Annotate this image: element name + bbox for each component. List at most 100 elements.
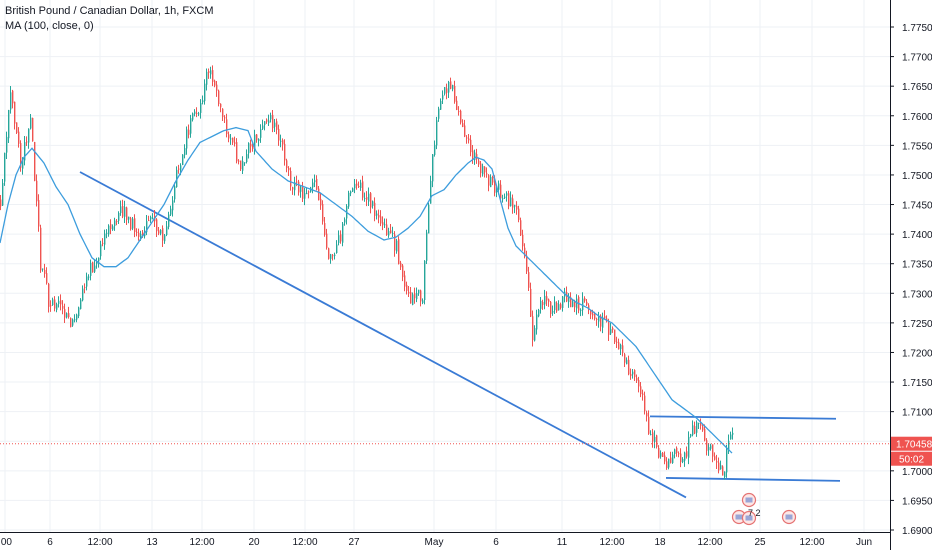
candle-body (302, 185, 304, 199)
candle-body (258, 138, 260, 142)
candle-body (616, 341, 618, 343)
x-tick-label: 11 (557, 537, 568, 548)
candle-body (632, 371, 634, 375)
candle-body (134, 218, 136, 233)
x-tick-label: May (425, 537, 444, 548)
candle-body (434, 144, 436, 155)
candle-body (24, 142, 26, 161)
candle-body (240, 160, 242, 170)
candle-body (320, 198, 322, 206)
candle-body (242, 161, 244, 171)
candle-body (286, 160, 288, 169)
candle-body (338, 235, 340, 243)
candle-body (82, 288, 84, 301)
candle-body (582, 298, 584, 311)
candle-body (656, 435, 658, 447)
candle-body (542, 301, 544, 305)
candle-body (34, 142, 36, 181)
candle-body (628, 359, 630, 375)
candle-body (644, 395, 646, 412)
y-tick-label: 1.75000 (902, 171, 932, 182)
candle-body (546, 296, 548, 301)
candle-body (52, 299, 54, 306)
candle-body (424, 260, 426, 300)
candle-body (510, 197, 512, 207)
candle-body (406, 284, 408, 291)
candle-body (318, 188, 320, 201)
candle-body (100, 244, 102, 257)
candle-body (418, 289, 420, 294)
candle-body (180, 165, 182, 170)
candle-body (682, 459, 684, 462)
candle-body (636, 377, 638, 381)
candle-body (408, 291, 410, 294)
candle-body (330, 254, 332, 259)
candle-body (152, 217, 154, 219)
candle-body (250, 143, 252, 147)
symbol-title: British Pound / Canadian Dollar, 1h, FXC… (5, 5, 214, 17)
y-tick-label: 1.71000 (902, 408, 932, 419)
candle-body (58, 300, 60, 304)
candle-body (18, 131, 20, 144)
candle-body (622, 345, 624, 353)
x-tick-label: 27 (348, 537, 360, 548)
candle-body (20, 143, 22, 168)
candle-body (46, 273, 48, 284)
candle-body (592, 313, 594, 316)
candle-body (462, 123, 464, 127)
candle-body (234, 142, 236, 144)
candle-body (684, 452, 686, 461)
candle-body (590, 310, 592, 315)
candle-body (252, 145, 254, 149)
candle-body (138, 232, 140, 237)
candle-body (520, 220, 522, 236)
flag-glyph (745, 497, 753, 503)
candle-body (440, 100, 442, 110)
candle-body (526, 255, 528, 272)
candle-body (588, 305, 590, 310)
candle-body (368, 193, 370, 202)
candle-body (126, 207, 128, 220)
candle-body (598, 315, 600, 322)
candle-body (706, 440, 708, 451)
candle-body (266, 119, 268, 122)
candle-body (288, 168, 290, 171)
candle-body (332, 255, 334, 257)
candle-body (136, 231, 138, 233)
candle-body (64, 309, 66, 318)
candle-body (102, 242, 104, 244)
candle-body (470, 139, 472, 153)
y-tick-label: 1.72000 (902, 348, 932, 359)
candle-body (454, 86, 456, 102)
candle-body (572, 301, 574, 307)
x-tick-label: 12:00 (87, 537, 112, 548)
candle-body (232, 137, 234, 143)
candle-body (212, 70, 214, 82)
candle-body (476, 154, 478, 160)
candle-body (694, 426, 696, 434)
flag-glyph (745, 515, 753, 521)
candle-body (182, 154, 184, 165)
candle-body (602, 317, 604, 328)
candle-body (244, 162, 246, 164)
candle-body (712, 444, 714, 457)
candle-body (458, 111, 460, 113)
candle-body (366, 197, 368, 200)
candle-body (164, 235, 166, 242)
candle-body (196, 112, 198, 114)
candle-body (326, 233, 328, 248)
countdown-badge-value: 50:02 (899, 455, 924, 466)
candle-body (534, 328, 536, 341)
y-tick-label: 1.73500 (902, 260, 932, 271)
candle-body (672, 454, 674, 463)
candle-body (594, 313, 596, 319)
event-markers-layer[interactable]: 7 2 (731, 492, 797, 526)
candle-body (4, 152, 6, 182)
candle-body (502, 198, 504, 200)
candle-body (692, 425, 694, 435)
candle-body (236, 142, 238, 162)
candle-body (218, 90, 220, 105)
candle-body (540, 301, 542, 309)
